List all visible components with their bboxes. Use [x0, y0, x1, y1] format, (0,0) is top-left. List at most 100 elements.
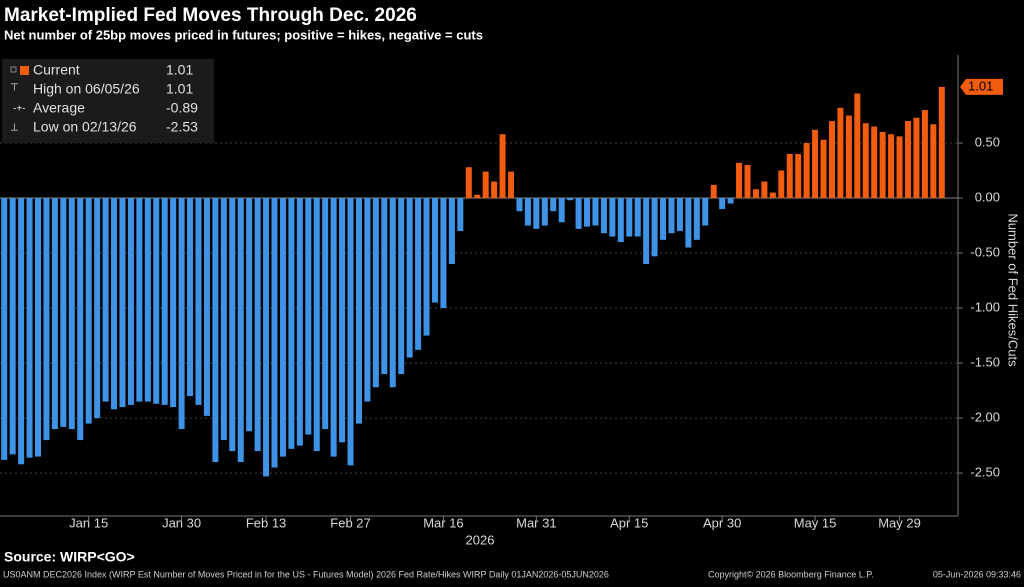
bar: [406, 198, 413, 358]
bar: [398, 198, 405, 375]
bar: [85, 198, 92, 424]
bar: [203, 198, 210, 416]
bar: [136, 198, 143, 402]
y-tick-label: -2.00: [970, 410, 1000, 425]
x-tick-label: Apr 15: [610, 515, 648, 530]
bar: [170, 198, 177, 408]
bar: [482, 171, 489, 199]
bar: [533, 198, 540, 229]
bar: [634, 198, 641, 237]
bar: [68, 198, 75, 430]
bar: [18, 198, 25, 465]
bar: [465, 167, 472, 199]
bar: [347, 198, 354, 466]
bar: [651, 198, 658, 257]
bar: [845, 115, 852, 199]
legend-label: Low on 02/13/26: [33, 119, 137, 135]
bar: [372, 198, 379, 388]
bar: [9, 198, 16, 455]
bar: [778, 170, 785, 199]
bar: [828, 121, 835, 199]
bar: [229, 198, 236, 452]
bar: [921, 110, 928, 199]
chart-subtitle: Net number of 25bp moves priced in futur…: [4, 27, 483, 42]
x-tick-label: Jan 30: [162, 515, 201, 530]
bar: [930, 124, 937, 199]
bar: [837, 107, 844, 199]
bar: [288, 198, 295, 449]
bar: [812, 129, 819, 199]
bar: [187, 198, 194, 397]
bar: [355, 198, 362, 424]
bar: [592, 198, 599, 226]
bar: [305, 198, 312, 435]
bar: [871, 126, 878, 199]
bar: [769, 192, 776, 199]
bar: [474, 194, 481, 199]
bar: [254, 198, 261, 452]
bar: [423, 198, 430, 336]
bar: [862, 123, 869, 199]
bar: [246, 198, 253, 432]
bar: [431, 198, 438, 303]
bar: [761, 181, 768, 199]
x-tick-label: May 29: [878, 515, 921, 530]
bar: [660, 198, 667, 240]
y-tick-label: -1.00: [970, 299, 1000, 314]
bar: [389, 198, 396, 388]
x-tick-label: Jan 15: [69, 515, 108, 530]
source: Source: WIRP<GO>: [4, 549, 135, 565]
bar: [440, 198, 447, 309]
bar: [584, 198, 591, 227]
bar: [296, 198, 303, 446]
bar: [879, 132, 886, 199]
bar: [600, 198, 607, 234]
legend-value: 1.01: [166, 81, 193, 97]
bar: [550, 198, 557, 212]
bar: [938, 86, 945, 199]
x-tick-label: Apr 30: [703, 515, 741, 530]
y-tick-label: 0.00: [975, 189, 1000, 204]
bar: [854, 93, 861, 199]
footer-text: Copyright© 2026 Bloomberg Finance L.P.: [708, 569, 874, 579]
bar: [609, 198, 616, 237]
bar: [448, 198, 455, 265]
bar: [457, 198, 464, 232]
bar: [237, 198, 244, 463]
bar: [178, 198, 185, 430]
plot-area: 0.50 0.00 -0.50 -1.00 -1.50 -2.00 -2.50 Jan 15 J…: [0, 55, 1003, 530]
bar: [575, 198, 582, 229]
bar: [51, 198, 58, 430]
bar: [330, 198, 337, 457]
bar: [144, 198, 151, 402]
bar: [786, 154, 793, 199]
y-tick-label: -2.50: [970, 465, 1000, 480]
y-tick-label: -1.50: [970, 355, 1000, 370]
bar: [491, 181, 498, 199]
bar: [710, 184, 717, 199]
y-tick-label: 0.50: [975, 134, 1000, 149]
bar: [415, 198, 422, 350]
legend-value: -0.89: [166, 100, 198, 116]
x-tick-label: Mar 31: [516, 515, 556, 530]
x-axis-sublabel: 2026: [466, 532, 495, 547]
bar: [626, 198, 633, 237]
x-tick-label: Feb 27: [330, 515, 370, 530]
bar: [499, 134, 506, 199]
bar: [685, 198, 692, 248]
bar: [913, 117, 920, 199]
bar: [524, 198, 531, 226]
bar: [212, 198, 219, 463]
legend-swatch: [20, 66, 29, 75]
bar: [643, 198, 650, 265]
current-tag: [960, 78, 1003, 95]
bar: [263, 198, 270, 477]
y-axis-title: Number of Fed Hikes/Cuts: [1006, 213, 1021, 367]
bar: [803, 143, 810, 199]
bar: [111, 198, 118, 410]
bar: [896, 136, 903, 199]
bar: [693, 198, 700, 240]
bar: [339, 198, 346, 443]
bar: [127, 198, 134, 405]
